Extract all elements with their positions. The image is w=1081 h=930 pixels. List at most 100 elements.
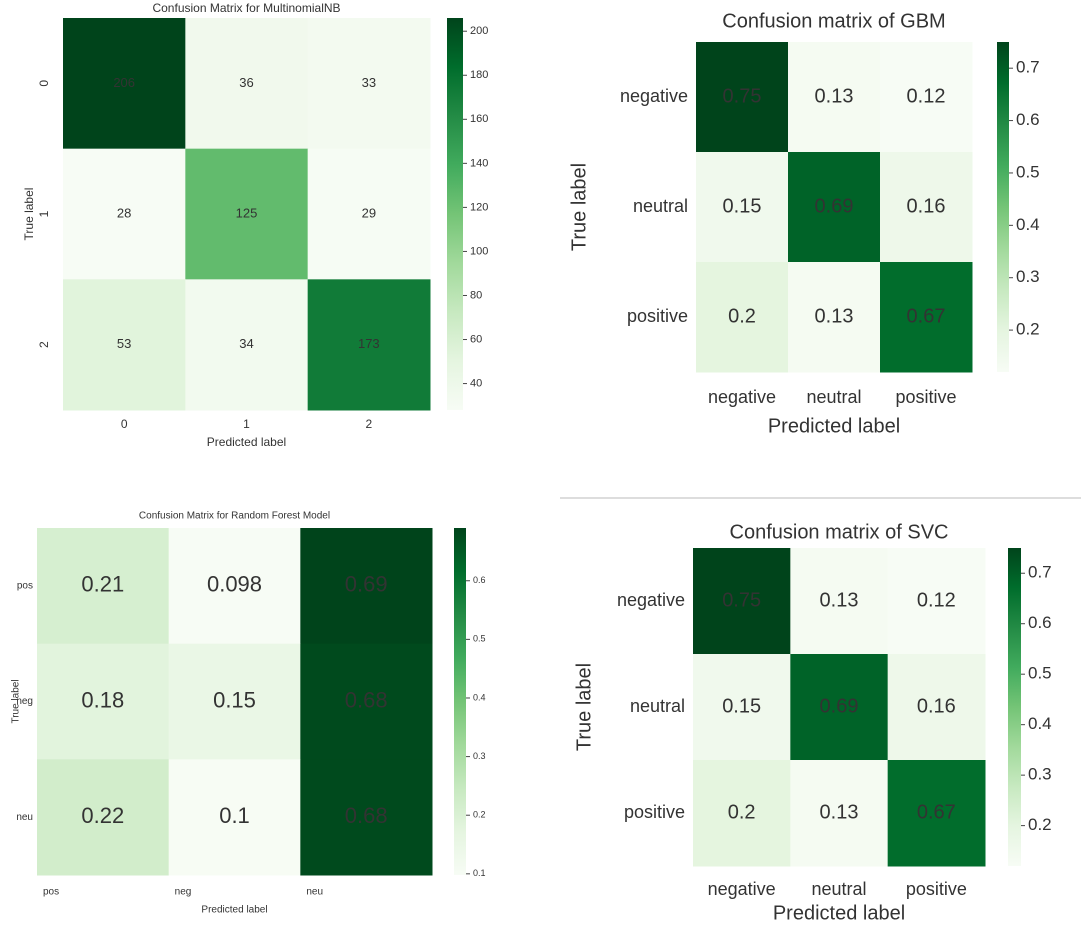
y-tick-label: neutral <box>630 696 685 716</box>
x-tick-label: negative <box>708 879 776 899</box>
heatmap-cell <box>788 262 881 373</box>
cell-value: 28 <box>117 205 131 220</box>
heatmap-cell <box>788 42 881 153</box>
colorbar <box>997 42 1009 372</box>
colorbar-tick-label: 140 <box>470 157 488 169</box>
heatmap-cell <box>790 654 889 761</box>
cell-value: 0.1 <box>219 803 250 828</box>
cell-value: 0.13 <box>820 801 859 823</box>
cell-value: 0.13 <box>815 85 854 107</box>
heatmap-cell <box>185 148 309 280</box>
y-axis-label: True label <box>22 188 36 241</box>
colorbar <box>1008 548 1021 866</box>
cell-value: 0.098 <box>207 572 262 597</box>
cell-value: 0.2 <box>728 305 756 327</box>
colorbar <box>447 18 463 410</box>
cell-value: 0.75 <box>722 589 761 611</box>
heatmap-cell <box>300 759 433 876</box>
heatmap-cell <box>696 42 789 153</box>
x-tick-label: positive <box>895 387 956 407</box>
cell-value: 0.69 <box>345 572 388 597</box>
y-tick-label: positive <box>624 802 685 822</box>
heatmap-cell <box>693 654 791 761</box>
cell-value: 125 <box>236 205 258 220</box>
heatmap-cell <box>63 279 186 411</box>
chart-title: Confusion matrix of SVC <box>730 521 949 543</box>
colorbar-tick-label: 0.6 <box>473 575 486 585</box>
heatmap-cell <box>168 643 301 760</box>
colorbar-tick-label: 0.4 <box>1016 215 1040 234</box>
y-tick-label: negative <box>620 86 688 106</box>
heatmap-cell <box>696 262 789 373</box>
cell-value: 0.16 <box>917 695 956 717</box>
colorbar-tick-label: 0.2 <box>1028 815 1052 834</box>
x-tick-label: neg <box>175 887 192 898</box>
y-tick-label: 1 <box>37 210 51 217</box>
x-tick-label: neutral <box>811 879 866 899</box>
colorbar-tick-label: 0.4 <box>1028 714 1052 733</box>
colorbar-tick-label: 0.5 <box>1028 664 1052 683</box>
cell-value: 0.16 <box>907 195 946 217</box>
colorbar-tick-label: 120 <box>470 201 488 213</box>
x-tick-label: 2 <box>365 417 372 431</box>
colorbar-tick-label: 0.1 <box>473 868 486 878</box>
cell-value: 0.21 <box>81 572 124 597</box>
cell-value: 0.12 <box>917 589 956 611</box>
colorbar-tick-label: 40 <box>470 377 482 389</box>
cell-value: 0.68 <box>345 803 388 828</box>
colorbar-tick-label: 160 <box>470 113 488 125</box>
colorbar-tick-label: 180 <box>470 69 488 81</box>
colorbar-tick-label: 80 <box>470 289 482 301</box>
chart-title: Confusion Matrix for Random Forest Model <box>139 511 330 522</box>
heatmap-cell <box>790 760 889 867</box>
y-tick-label: 2 <box>37 341 51 348</box>
cell-value: 36 <box>239 75 253 90</box>
heatmap-cell <box>790 548 889 655</box>
cell-value: 0.18 <box>81 687 124 712</box>
colorbar-tick-label: 0.5 <box>473 634 486 644</box>
x-tick-label: 0 <box>121 417 128 431</box>
y-axis-label: True label <box>11 679 22 723</box>
heatmap-cell <box>63 18 186 150</box>
x-axis-label: Predicted label <box>773 902 905 924</box>
x-tick-label: positive <box>906 879 967 899</box>
cell-value: 206 <box>113 75 135 90</box>
y-axis-label: True label <box>568 163 590 251</box>
cell-value: 0.15 <box>213 687 256 712</box>
cell-value: 0.15 <box>722 695 761 717</box>
colorbar <box>454 528 466 875</box>
cell-value: 34 <box>239 336 253 351</box>
y-tick-label: positive <box>627 306 688 326</box>
heatmap-cell <box>887 548 986 655</box>
heatmap-cell <box>300 528 433 645</box>
colorbar-tick-label: 0.3 <box>1028 765 1052 784</box>
heatmap-cell <box>880 262 973 373</box>
cell-value: 0.69 <box>815 195 854 217</box>
cell-value: 0.68 <box>345 687 388 712</box>
colorbar-tick-label: 100 <box>470 245 488 257</box>
heatmap-cell <box>880 42 973 153</box>
x-tick-label: negative <box>708 387 776 407</box>
heatmap-cell <box>168 528 301 645</box>
colorbar-tick-label: 60 <box>470 333 482 345</box>
chart-title: Confusion Matrix for MultinomialNB <box>152 1 340 15</box>
heatmap-cell <box>693 760 791 867</box>
heatmap-cell <box>63 148 186 280</box>
cell-value: 0.13 <box>820 589 859 611</box>
x-axis-label: Predicted label <box>768 415 900 437</box>
chart-title: Confusion matrix of GBM <box>722 10 945 32</box>
cell-value: 0.75 <box>723 85 762 107</box>
heatmap-cell <box>185 279 309 411</box>
colorbar-tick-label: 0.3 <box>473 751 486 761</box>
y-tick-label: pos <box>17 580 33 591</box>
heatmap-cell <box>307 279 431 411</box>
cell-value: 53 <box>117 336 131 351</box>
x-tick-label: neu <box>306 887 323 898</box>
cell-value: 0.12 <box>907 85 946 107</box>
cell-value: 29 <box>362 205 376 220</box>
heatmap-cell <box>880 152 973 263</box>
heatmap-cell <box>887 760 986 867</box>
y-axis-label: True label <box>573 663 595 751</box>
colorbar-tick-label: 0.3 <box>1016 267 1040 286</box>
heatmap-cell <box>788 152 881 263</box>
